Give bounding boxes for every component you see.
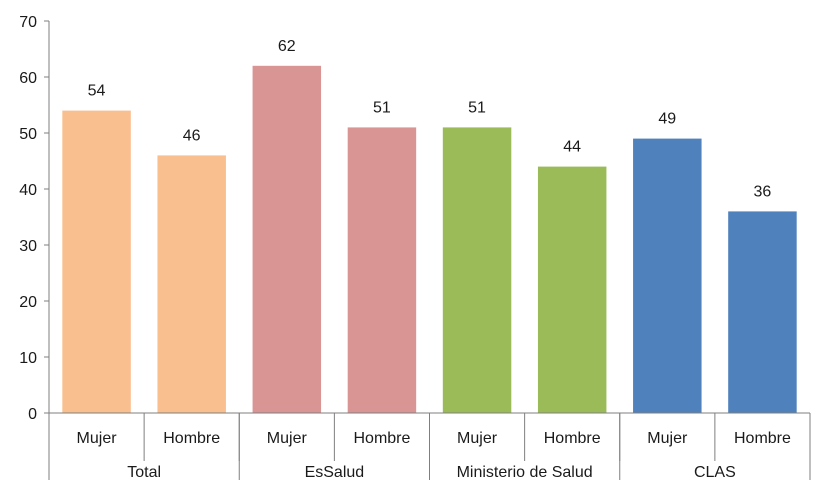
x-category-label: Hombre	[544, 430, 601, 447]
data-label: 51	[373, 99, 391, 116]
y-tick-label: 60	[19, 70, 37, 87]
y-tick-label: 0	[28, 406, 37, 423]
x-category-label: Hombre	[163, 430, 220, 447]
y-tick-label: 10	[19, 350, 37, 367]
x-group-label: EsSalud	[305, 464, 365, 480]
bar	[157, 155, 226, 413]
data-label: 36	[754, 183, 772, 200]
data-label: 44	[563, 139, 581, 156]
x-group-label: Total	[127, 464, 161, 480]
x-category-label: Hombre	[734, 430, 791, 447]
x-group-label: CLAS	[694, 464, 736, 480]
x-axis: Mujer Hombre Mujer Hombre Mujer Hombre Mujer Ho…	[48, 412, 811, 480]
y-tick-label: 30	[19, 238, 37, 255]
y-tick-label: 20	[19, 294, 37, 311]
y-tick-label: 50	[19, 126, 37, 143]
data-label: 51	[468, 99, 486, 116]
data-label: 46	[183, 127, 201, 144]
bar	[442, 127, 512, 414]
y-tick-label: 40	[19, 182, 37, 199]
x-category-label: Mujer	[267, 430, 308, 447]
x-category-label: Hombre	[353, 430, 410, 447]
bar	[252, 65, 322, 414]
data-label: 54	[88, 83, 106, 100]
bar	[347, 127, 417, 414]
data-label: 62	[278, 38, 296, 55]
x-category-label: Mujer	[77, 430, 118, 447]
x-category-label: Mujer	[647, 430, 688, 447]
y-axis: 0 10 20 30 40 50 60 70	[19, 14, 50, 423]
bar	[62, 110, 131, 413]
bar	[537, 166, 607, 413]
bar	[728, 211, 797, 413]
bars: 54 46 62 51 51 44 49 36	[62, 38, 797, 414]
x-group-label: Ministerio de Salud	[457, 464, 593, 480]
x-category-label: Mujer	[457, 430, 498, 447]
bar	[633, 138, 702, 413]
data-label: 49	[658, 111, 676, 128]
y-tick-label: 70	[19, 14, 37, 31]
